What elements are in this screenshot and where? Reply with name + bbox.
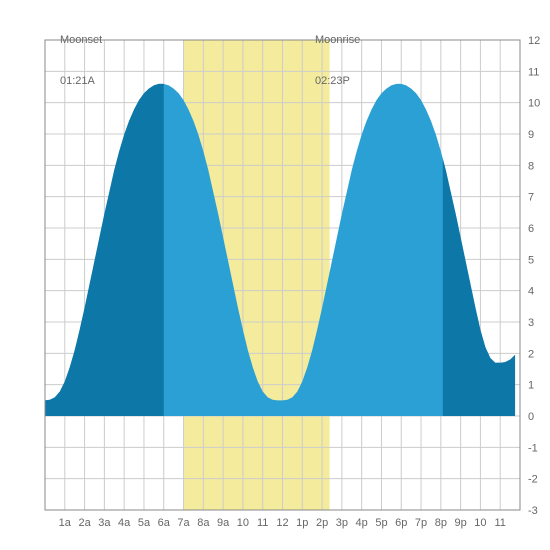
x-tick-label: 2a (78, 517, 91, 529)
x-tick-label: 4p (356, 517, 368, 529)
y-tick-label: 5 (528, 254, 534, 266)
x-tick-label: 9a (217, 517, 230, 529)
y-tick-label: 0 (528, 411, 534, 423)
x-tick-label: 10 (237, 517, 249, 529)
x-tick-label: 6a (158, 517, 171, 529)
y-tick-label: -3 (528, 505, 538, 517)
moonset-title: Moonset (60, 34, 102, 48)
x-tick-label: 6p (395, 517, 407, 529)
moonrise-title: Moonrise (315, 34, 360, 48)
y-tick-label: 9 (528, 129, 534, 141)
y-tick-label: 10 (528, 98, 540, 110)
y-tick-label: 7 (528, 192, 534, 204)
x-tick-label: 12 (276, 517, 288, 529)
x-tick-label: 10 (474, 517, 486, 529)
x-tick-label: 7p (415, 517, 427, 529)
y-tick-label: 3 (528, 317, 534, 329)
x-tick-label: 8p (435, 517, 447, 529)
moonset-time: 01:21A (60, 75, 102, 89)
x-tick-label: 11 (494, 517, 505, 529)
x-tick-label: 3a (98, 517, 111, 529)
y-tick-label: 8 (528, 160, 534, 172)
moonrise-time: 02:23P (315, 75, 360, 89)
y-tick-label: 1 (528, 380, 534, 392)
y-tick-label: 11 (528, 66, 539, 78)
x-tick-label: 9p (455, 517, 467, 529)
tide-chart: 1a2a3a4a5a6a7a8a9a1011121p2p3p4p5p6p7p8p… (0, 0, 550, 550)
x-tick-label: 5a (138, 517, 151, 529)
x-tick-label: 3p (336, 517, 348, 529)
y-tick-label: 12 (528, 35, 540, 47)
x-tick-label: 4a (118, 517, 131, 529)
x-tick-label: 5p (375, 517, 387, 529)
x-tick-label: 11 (257, 517, 268, 529)
y-tick-label: -1 (528, 442, 538, 454)
moonrise-annotation: Moonrise 02:23P (315, 6, 360, 116)
y-tick-label: -2 (528, 474, 538, 486)
y-tick-label: 2 (528, 348, 534, 360)
x-tick-label: 7a (177, 517, 190, 529)
x-tick-label: 8a (197, 517, 210, 529)
y-tick-label: 4 (528, 286, 534, 298)
x-tick-label: 1p (296, 517, 308, 529)
moonset-annotation: Moonset 01:21A (60, 6, 102, 116)
x-tick-label: 2p (316, 517, 328, 529)
y-tick-label: 6 (528, 223, 534, 235)
x-tick-label: 1a (59, 517, 72, 529)
